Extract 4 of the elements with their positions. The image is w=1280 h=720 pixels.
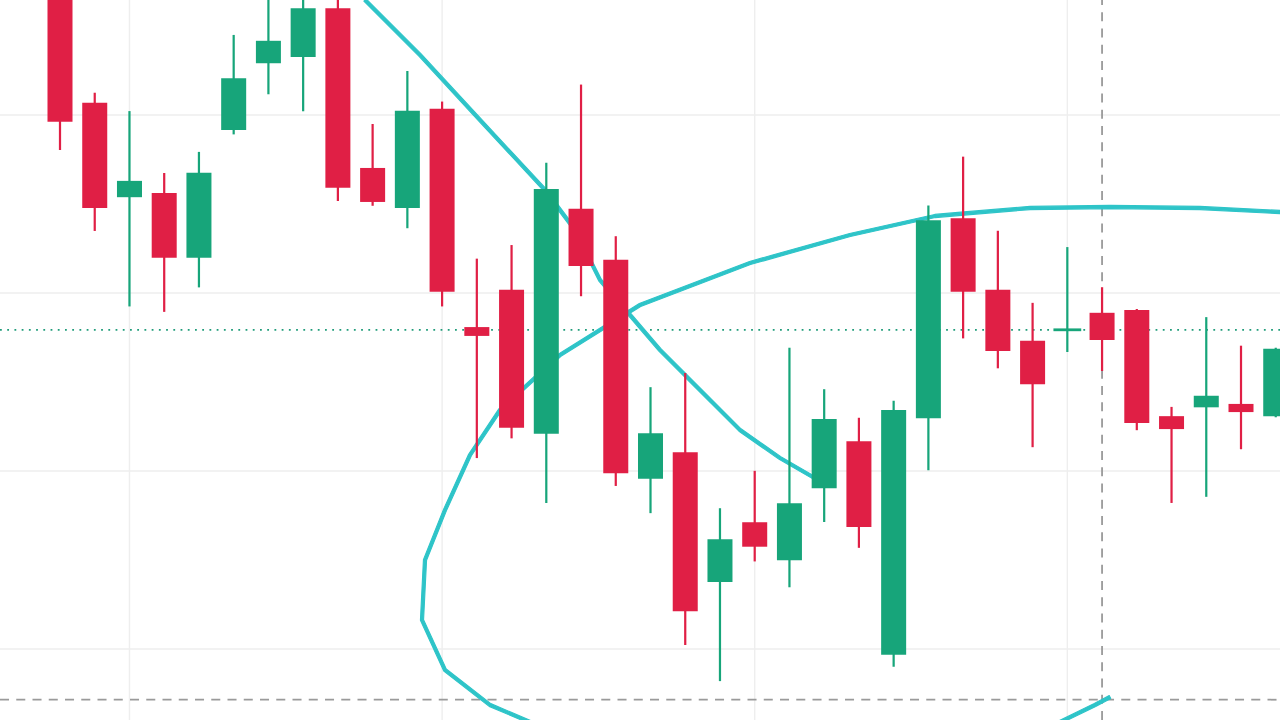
candlestick xyxy=(1228,345,1254,450)
candlestick xyxy=(464,258,490,459)
candlestick xyxy=(1159,406,1185,503)
candlestick xyxy=(116,111,142,307)
